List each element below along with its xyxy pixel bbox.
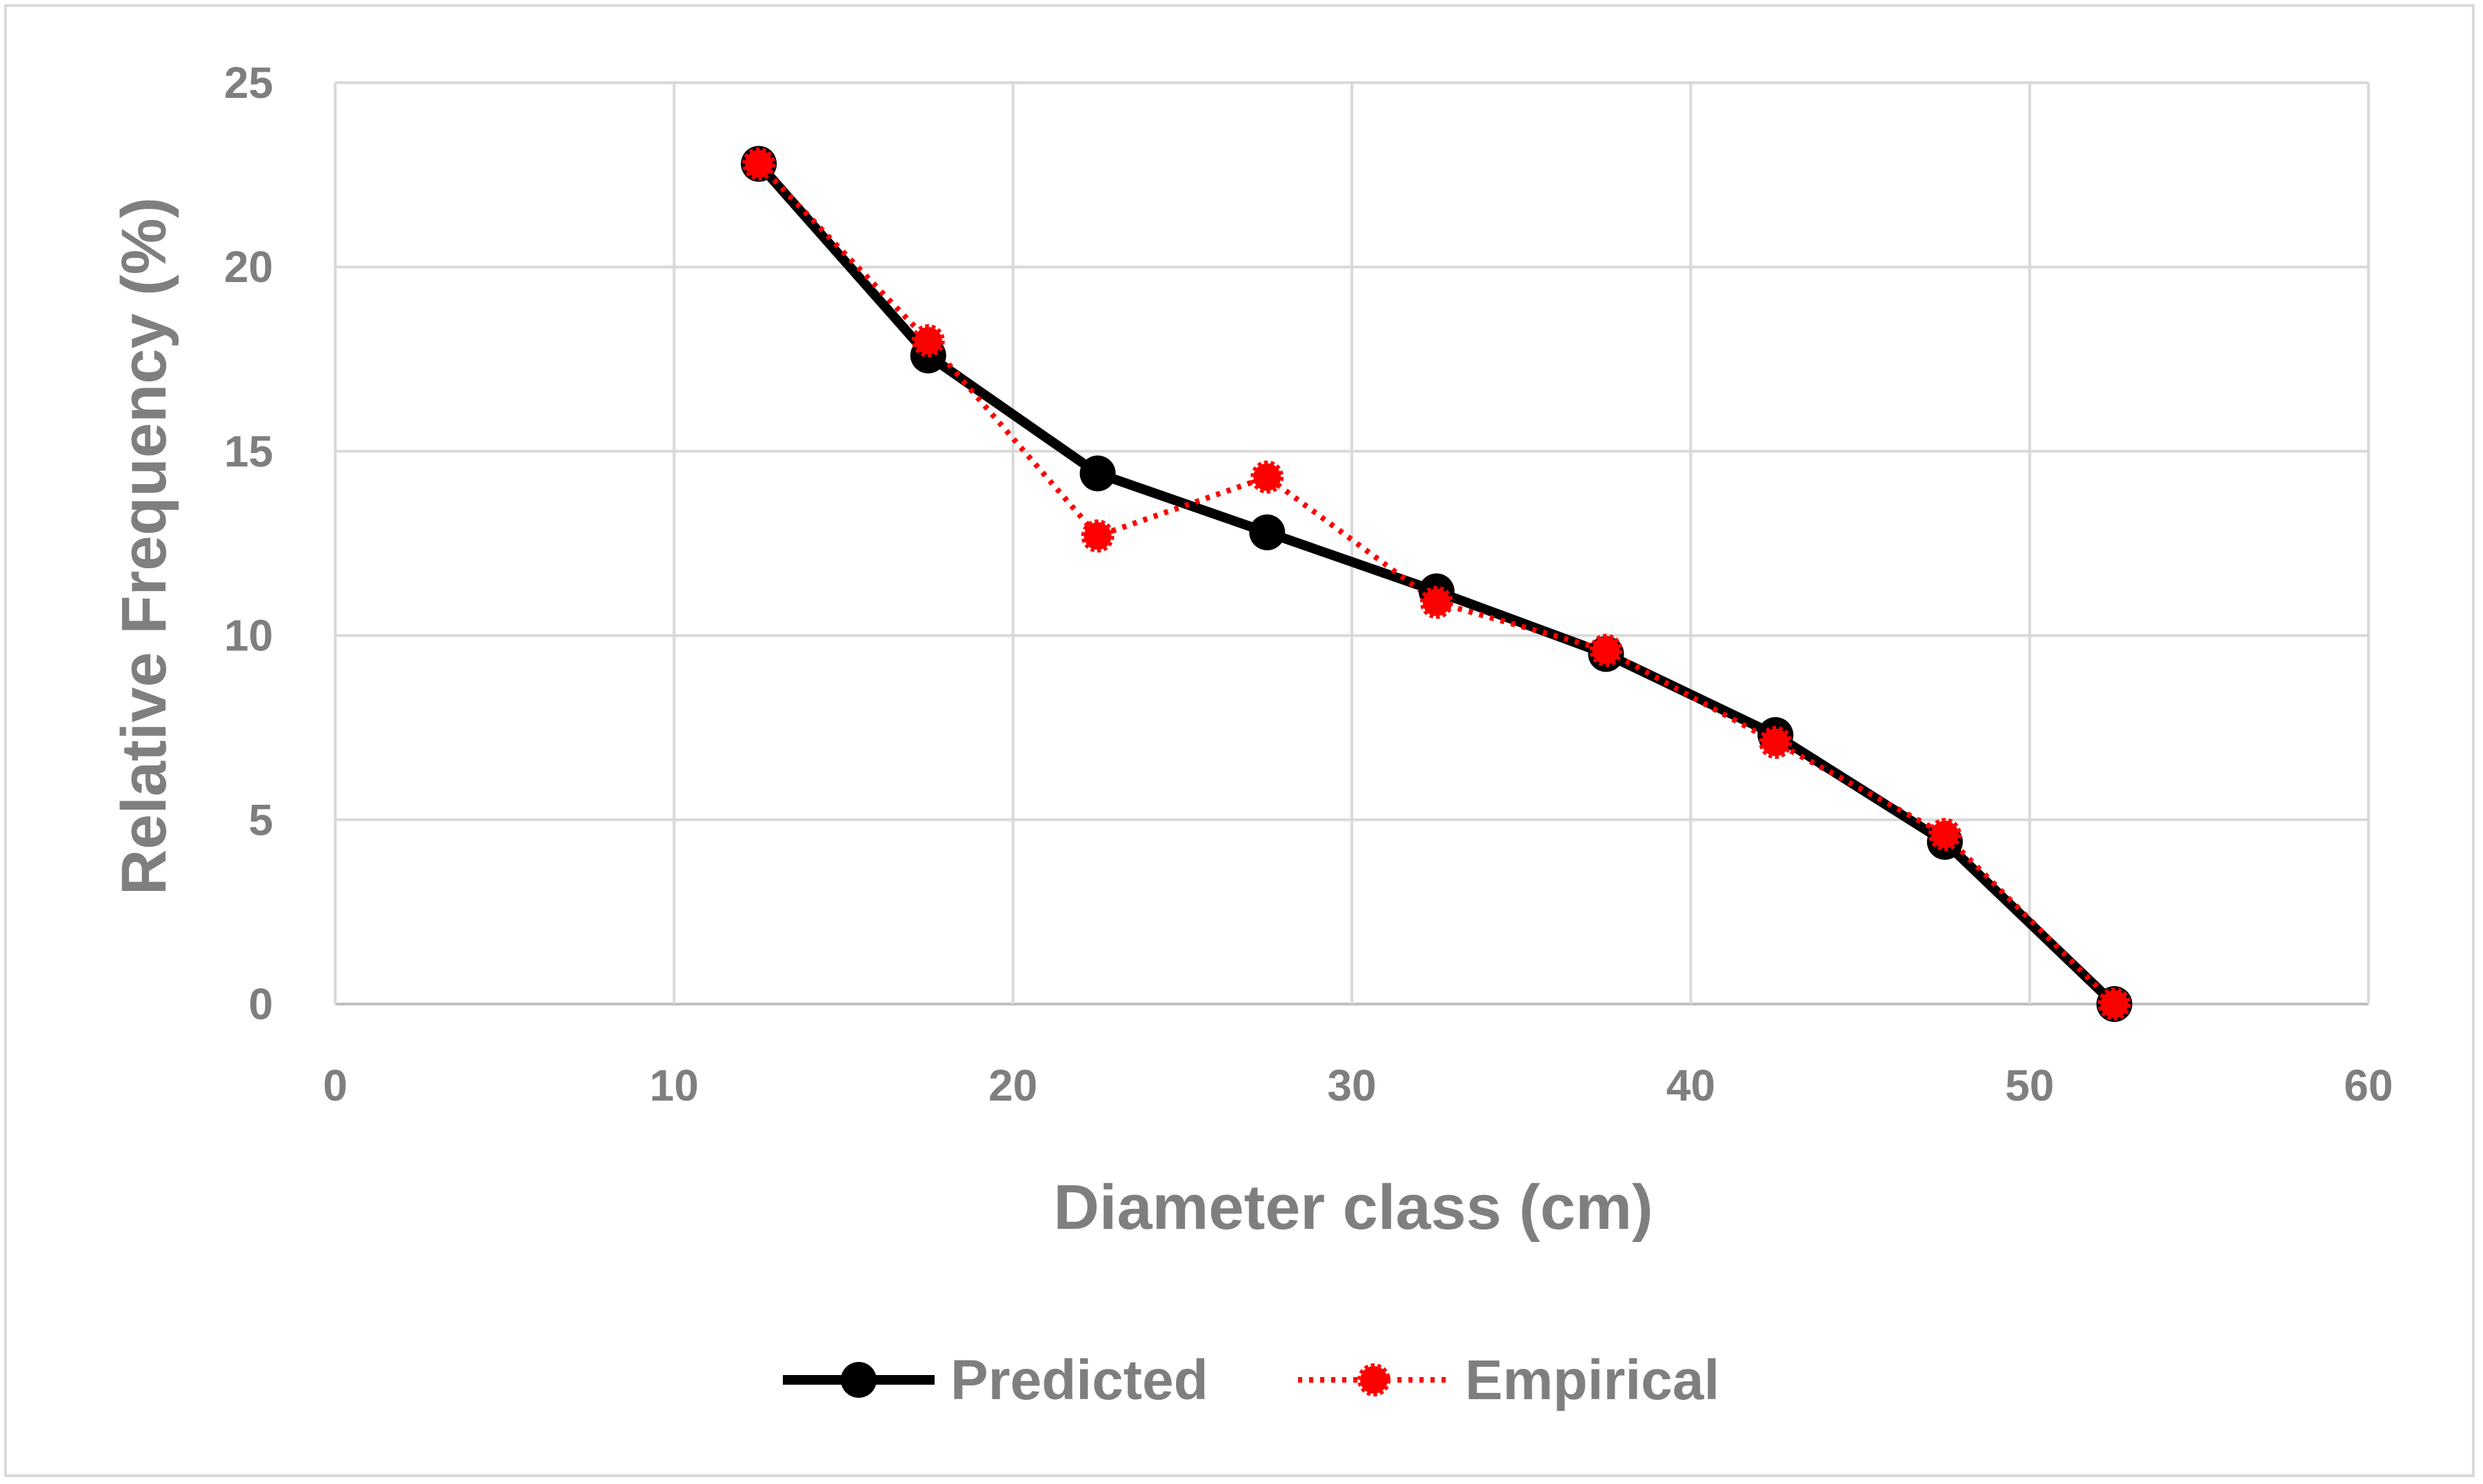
data-point-empirical [1419,585,1453,619]
y-tick-label: 15 [224,426,273,476]
legend-empirical-label: Empirical [1465,1349,1719,1412]
series-line-empirical [757,161,2117,1006]
x-tick-label: 30 [1327,1061,1376,1110]
legend-empirical-marker [1357,1363,1390,1396]
data-point-predicted [1079,455,1116,492]
y-tick-label: 20 [224,242,273,292]
x-tick-label: 20 [988,1061,1037,1110]
grid-lines [334,81,2370,1005]
legend-predicted-marker [841,1362,877,1398]
data-point-empirical [911,324,945,358]
y-tick-label: 0 [248,979,273,1029]
x-tick-label: 50 [2005,1061,2054,1110]
data-point-empirical [742,147,776,181]
data-point-empirical [2097,987,2131,1021]
y-axis-title: Relative Frequency (%) [109,197,179,895]
legend: Predicted Empirical [783,1349,1719,1412]
legend-item-empirical: Empirical [1298,1349,1719,1412]
line-chart: 0 5 10 15 20 25 0 10 20 30 40 50 60 Diameter class (… [109,58,2393,1412]
data-point-empirical [1250,460,1284,494]
data-point-empirical [1589,633,1623,667]
tick-labels: 0 5 10 15 20 25 0 10 20 30 40 50 60 [224,58,2393,1110]
data-point-empirical [1928,818,1962,852]
x-tick-label: 0 [323,1061,348,1110]
series-markers [741,146,2133,1022]
x-tick-label: 60 [2344,1061,2393,1110]
y-tick-label: 25 [224,58,273,108]
y-tick-label: 5 [248,795,273,845]
x-tick-label: 40 [1666,1061,1715,1110]
x-axis-title: Diameter class (cm) [1053,1172,1653,1243]
legend-predicted-label: Predicted [950,1349,1208,1412]
y-tick-label: 10 [224,611,273,661]
chart-frame: 0 5 10 15 20 25 0 10 20 30 40 50 60 Diameter class (… [4,4,2475,1477]
data-point-predicted [1249,514,1286,550]
x-tick-label: 10 [650,1061,699,1110]
legend-item-predicted: Predicted [783,1349,1208,1412]
data-point-empirical [1759,725,1793,759]
data-point-empirical [1081,519,1115,553]
